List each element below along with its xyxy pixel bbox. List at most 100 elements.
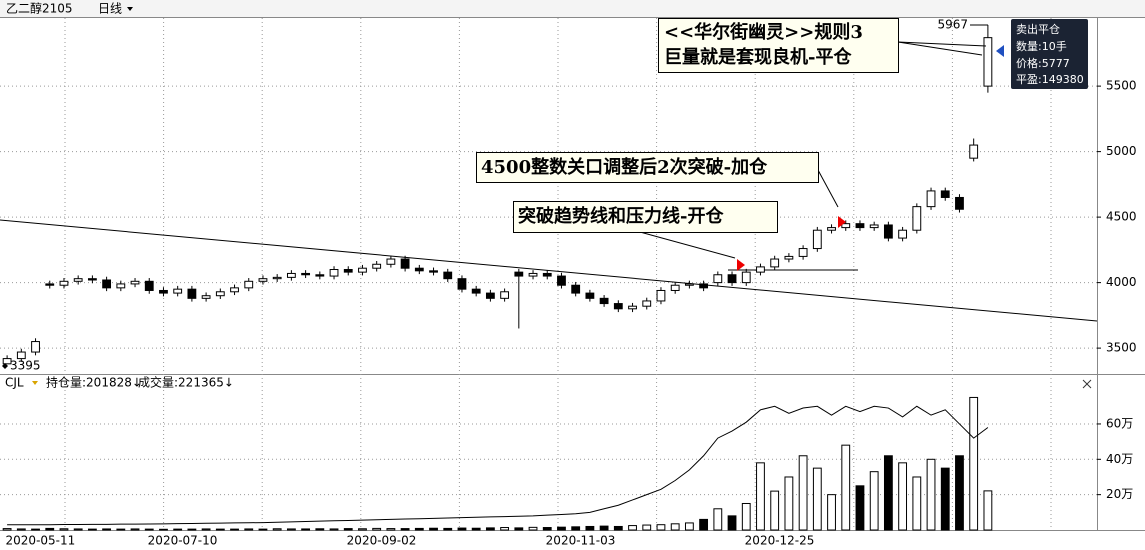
candle-body — [87, 278, 97, 281]
candle-body — [869, 224, 879, 229]
volume-bar — [756, 462, 765, 531]
volume-bar — [841, 444, 851, 531]
volume-bar — [173, 528, 183, 531]
candle-body — [741, 271, 751, 284]
buy-signal[interactable] — [838, 216, 846, 228]
candle-body — [969, 144, 979, 159]
candle-body — [16, 351, 26, 360]
candle-body — [215, 291, 225, 297]
y-tick-label: 3500 — [1106, 341, 1137, 355]
volume-bar — [244, 528, 254, 531]
y-tick-label: 20万 — [1106, 487, 1133, 501]
candle-body — [31, 341, 40, 353]
oi-text: 持仓量:201828↓ — [46, 375, 142, 390]
tooltip — [1011, 19, 1088, 89]
volume-bar — [443, 527, 453, 531]
candle-body — [599, 297, 609, 305]
volume-bar — [670, 523, 680, 531]
volume-bar — [102, 528, 112, 531]
volume-bar — [514, 527, 524, 531]
volume-bar — [201, 528, 211, 531]
volume-bar — [31, 528, 40, 531]
candle-body — [926, 190, 936, 208]
volume-bar — [73, 528, 83, 531]
volume-bar — [642, 524, 652, 531]
annotation-box — [658, 18, 899, 73]
volume-bar — [855, 485, 865, 531]
candle-body — [130, 280, 140, 285]
symbol[interactable]: 乙二醇2105 — [6, 1, 73, 16]
period[interactable]: 日线 — [98, 2, 122, 16]
trend-line — [0, 219, 1098, 322]
volume-bar — [656, 524, 666, 531]
volume-bar — [272, 528, 282, 531]
y-tick-label: 5500 — [1106, 79, 1137, 93]
x-tick-label: 2020-05-11 — [6, 534, 76, 548]
candle-body — [557, 275, 566, 286]
volume-bar — [329, 528, 339, 531]
annotation: 4500整数关口调整后2次突破-加仓 — [481, 156, 768, 178]
volume-bar — [2, 528, 12, 531]
annotation-box — [476, 152, 819, 183]
volume-bar — [557, 526, 566, 531]
close-button[interactable] — [1082, 379, 1092, 389]
candle-body — [258, 278, 268, 282]
x-tick-label: 2020-09-02 — [347, 534, 417, 548]
candle-body — [713, 274, 723, 284]
volume-bar — [45, 527, 55, 531]
y-tick-label: 4000 — [1106, 275, 1137, 289]
candle-body — [144, 280, 154, 291]
indicator-title[interactable]: CJL — [5, 376, 24, 390]
candle-body — [230, 287, 239, 293]
candle-body — [244, 280, 254, 289]
volume-bar — [912, 476, 922, 531]
volume-bar — [727, 515, 737, 531]
candle-body — [912, 206, 922, 231]
candle-body — [770, 258, 780, 268]
candle-body — [301, 272, 311, 276]
volume-bar — [599, 525, 609, 531]
candle-body — [827, 227, 836, 231]
leader-line — [639, 231, 736, 259]
candle-body — [955, 196, 964, 210]
candle-body — [855, 223, 865, 229]
volume-bar — [372, 527, 382, 531]
volume-bar — [827, 494, 836, 531]
sell-signal[interactable] — [996, 45, 1004, 57]
candle-body — [798, 248, 808, 257]
volume-bar — [315, 528, 325, 531]
buy-signal[interactable] — [737, 259, 745, 271]
volume-bar — [585, 525, 595, 531]
candle-body — [898, 229, 908, 239]
volume-bar — [699, 518, 709, 531]
volume-bar — [159, 528, 168, 531]
candle-body — [756, 266, 765, 273]
annotation-box — [513, 201, 778, 233]
leader-line — [817, 169, 839, 208]
candle-body — [784, 255, 794, 260]
volume-bar — [187, 528, 197, 531]
volume-bar — [898, 462, 908, 531]
volume-text: 成交量:221365↓ — [138, 375, 234, 390]
toolbar — [0, 0, 1145, 17]
volume-bar — [386, 528, 396, 531]
high-label: 5967 — [937, 18, 968, 32]
y-tick-label: 40万 — [1106, 452, 1133, 466]
volume-bar — [883, 455, 893, 531]
volume-bar — [457, 527, 467, 531]
candle-body — [585, 292, 595, 299]
candle-body — [443, 271, 453, 280]
tooltip-text: 平盈:149380 — [1016, 73, 1084, 86]
dropdown-arrow[interactable] — [127, 7, 133, 11]
candle-body — [940, 190, 950, 198]
close-icon[interactable] — [1082, 379, 1092, 389]
volume-bar — [955, 455, 964, 531]
volume-bar — [542, 527, 552, 531]
candle-body — [983, 37, 993, 87]
candle-body — [358, 267, 367, 273]
volume-bar — [400, 528, 410, 531]
volume-bar — [812, 467, 822, 531]
tooltip-text: 价格:5777 — [1016, 56, 1070, 70]
dropdown-arrow[interactable] — [32, 381, 38, 385]
